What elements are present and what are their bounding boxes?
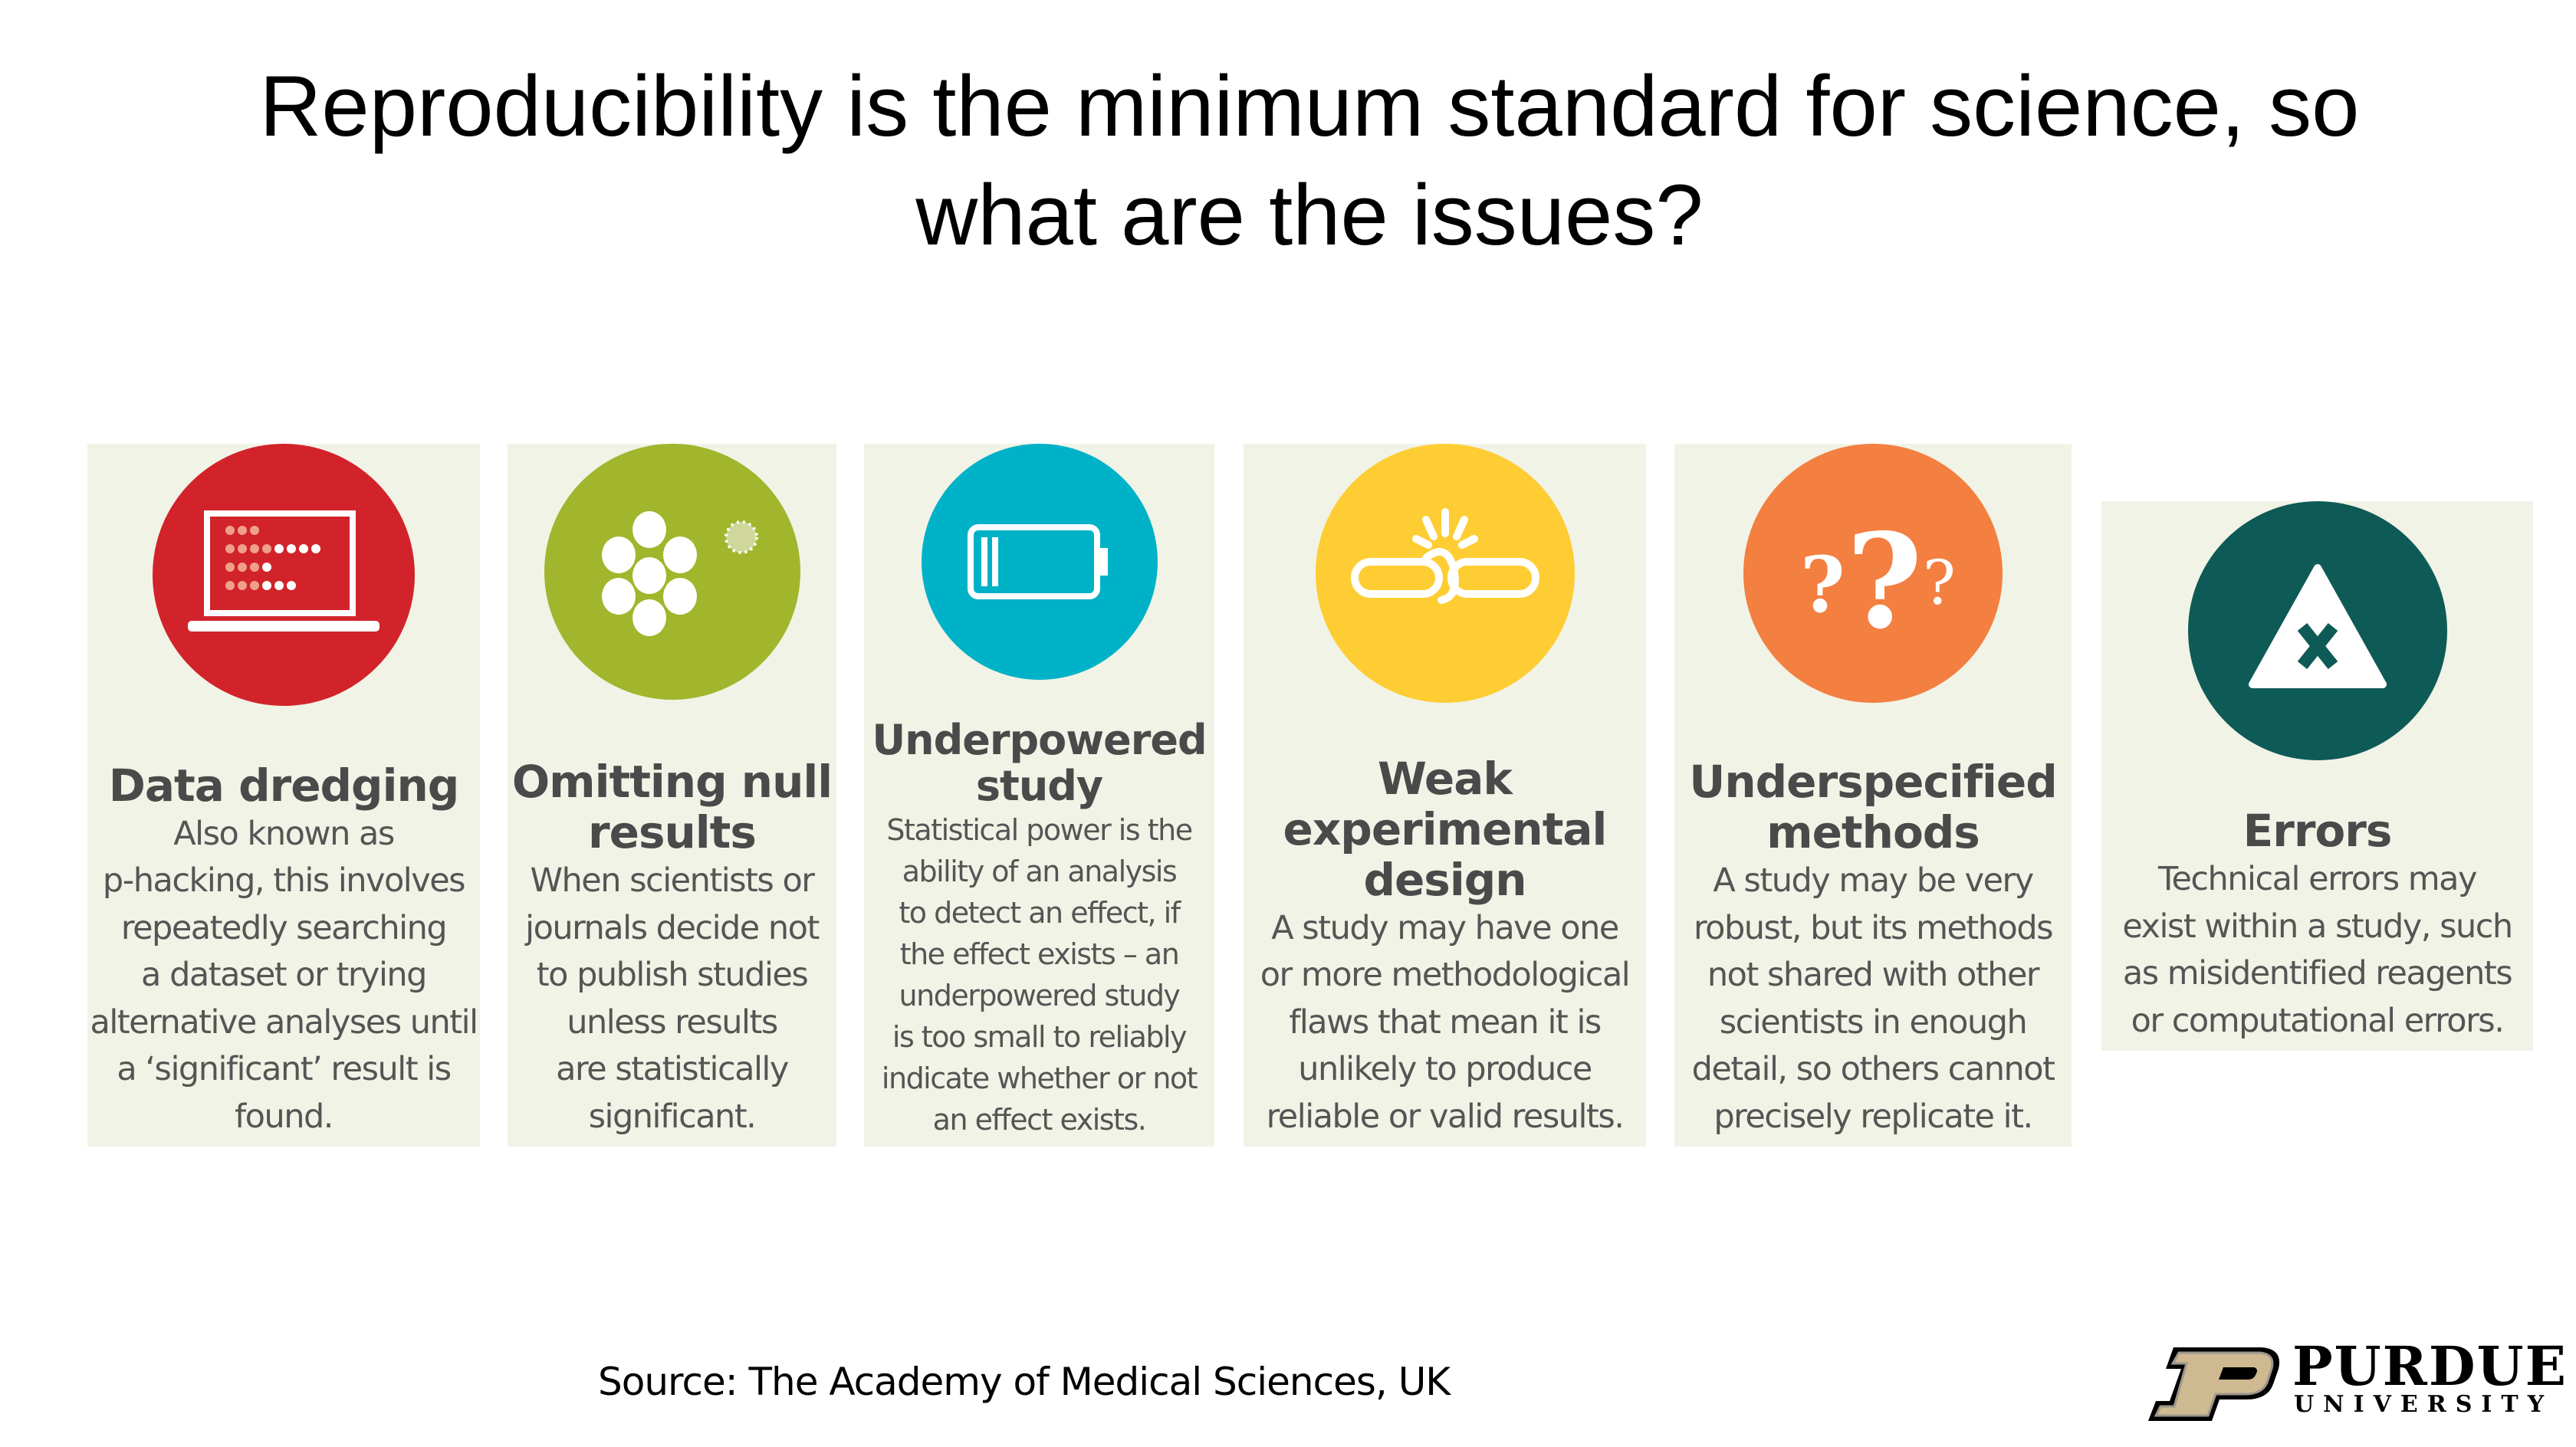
panel-heading: Underpowered study: [872, 716, 1207, 810]
low-battery-icon: [921, 444, 1158, 680]
panel-body: Technical errors may exist within a stud…: [2122, 860, 2513, 1040]
panel-body: A study may be very robust, but its meth…: [1691, 861, 2055, 1136]
question-marks-icon: ? ? ?: [1743, 444, 2003, 703]
slide-title: Reproducibility is the minimum standard …: [0, 52, 2576, 270]
logo-wordmark: PURDUE: [2292, 1334, 2568, 1398]
panel-underpowered-study: Underpowered study Statistical power is …: [864, 444, 1214, 1147]
panel-body: When scientists or journals decide not t…: [525, 861, 820, 1136]
purdue-p-icon: [2148, 1347, 2280, 1421]
laptop-data-icon: [153, 444, 415, 706]
panel-heading: Omitting null results: [511, 756, 833, 858]
panel-body: Statistical power is the ability of an a…: [881, 813, 1198, 1137]
title-line-2: what are the issues?: [915, 167, 1704, 263]
panel-errors: Errors Technical errors may exist within…: [2101, 501, 2533, 1051]
panel-heading: Weak experimental design: [1283, 752, 1608, 906]
circles-cluster-icon: [544, 444, 800, 700]
logo-subtitle: UNIVERSITY: [2294, 1391, 2554, 1418]
panel-data-dredging: Data dredging Also known as p-hacking, t…: [87, 444, 480, 1147]
panel-body: A study may have one or more methodologi…: [1260, 908, 1631, 1136]
panel-heading: Errors: [2242, 805, 2393, 857]
purdue-logo: PURDUE UNIVERSITY: [2147, 1340, 2566, 1424]
panel-heading: Data dredging: [108, 759, 460, 812]
broken-chain-icon: [1315, 444, 1575, 703]
panel-body: Also known as p-hacking, this involves r…: [90, 814, 478, 1136]
panel-omitting-null-results: Omitting null results When scientists or…: [508, 444, 836, 1147]
source-citation: Source: The Academy of Medical Sciences,…: [598, 1360, 1451, 1404]
svg-text:?: ?: [1846, 505, 1923, 650]
panel-heading: Underspecified methods: [1689, 756, 2057, 858]
title-line-1: Reproducibility is the minimum standard …: [259, 58, 2360, 154]
svg-text:?: ?: [1923, 547, 1956, 619]
panel-weak-experimental-design: Weak experimental design A study may hav…: [1244, 444, 1646, 1147]
panel-underspecified-methods: ? ? ? Underspecified methods A study may…: [1674, 444, 2072, 1147]
warning-x-icon: [2187, 501, 2447, 760]
svg-text:?: ?: [1800, 540, 1845, 630]
